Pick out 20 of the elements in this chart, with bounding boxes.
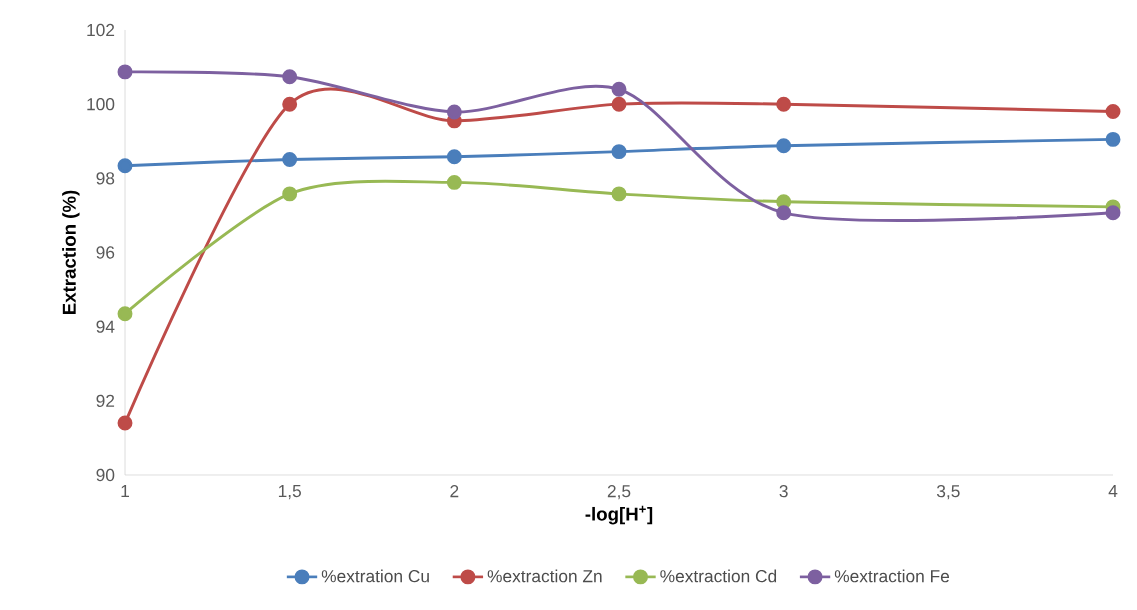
y-axis-title: Extraction (%) (62, 190, 80, 314)
x-tick-label: 2 (450, 485, 459, 498)
y-tick-label: 96 (96, 246, 115, 259)
x-tick-label: 3 (779, 485, 788, 498)
y-tick-label: 90 (96, 468, 115, 482)
y-tick-label: 94 (96, 320, 115, 333)
y-tick-label: 100 (87, 98, 115, 111)
legend-label: %extraction Fe (834, 569, 950, 583)
legend-label: %extration Cu (321, 569, 429, 583)
x-tick-label: 1 (121, 485, 129, 497)
legend-label: %extraction Zn (487, 569, 602, 583)
y-tick-label: 102 (87, 23, 115, 37)
y-tick-label: 92 (96, 394, 115, 407)
y-tick-label: 98 (96, 172, 115, 185)
x-tick-label: 2,5 (607, 485, 631, 500)
x-tick-label: 3,5 (936, 485, 960, 500)
x-tick-label: 1,5 (278, 485, 301, 500)
x-tick-label: 4 (1108, 485, 1118, 497)
legend-label: %extraction Cd (660, 569, 777, 583)
x-axis-title: -log[H$^{+}$] (585, 505, 653, 525)
